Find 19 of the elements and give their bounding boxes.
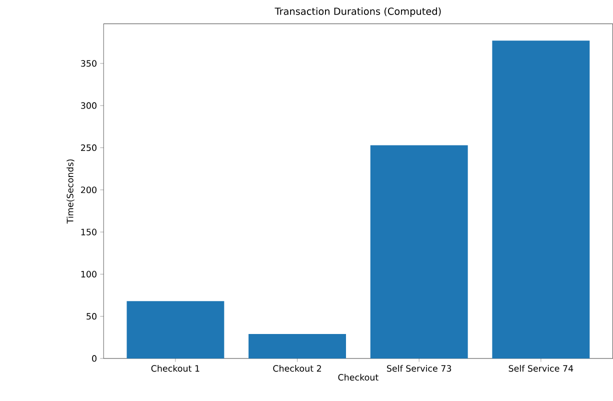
y-tick-label: 200: [81, 186, 96, 194]
y-tick-label: 0: [92, 355, 96, 362]
bar: [370, 145, 468, 359]
y-tick-label: 250: [81, 144, 96, 152]
y-tick-label: 150: [81, 228, 96, 236]
y-axis-title: Time(Seconds): [66, 160, 74, 224]
y-tick-label: 50: [86, 313, 96, 320]
chart-title: Transaction Durations (Computed): [274, 8, 441, 18]
x-tick-label: Checkout 1: [151, 365, 200, 372]
x-tick-label: Self Service 73: [387, 365, 452, 372]
y-tick-label: 100: [81, 271, 96, 278]
bar: [126, 301, 224, 359]
bar: [492, 40, 590, 359]
x-tick-label: Checkout 2: [273, 365, 321, 372]
y-tick-label: 300: [81, 102, 96, 110]
bar: [248, 334, 346, 359]
x-axis-title: Checkout: [338, 374, 378, 381]
y-tick-label: 350: [81, 60, 96, 67]
x-tick-label: Self Service 74: [508, 365, 574, 372]
